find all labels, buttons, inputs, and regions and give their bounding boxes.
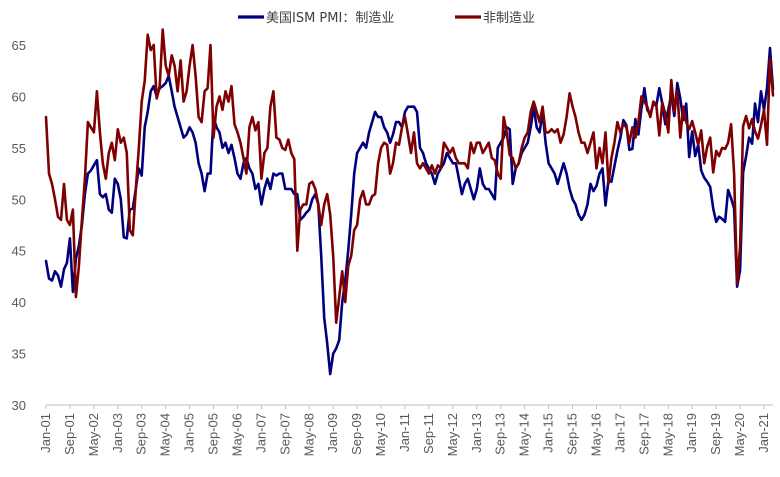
y-tick-label: 45	[12, 244, 26, 259]
x-tick-label: Sep-03	[134, 413, 149, 455]
x-tick-label: May-02	[86, 413, 101, 456]
x-tick-label: Jan-11	[397, 413, 412, 452]
x-tick-label: Jan-03	[110, 413, 125, 453]
x-tick-label: May-06	[229, 413, 244, 456]
series-layer	[44, 28, 775, 376]
x-tick-label: Sep-19	[708, 413, 723, 455]
x-tick-label: Jan-15	[541, 413, 556, 453]
x-axis: Jan-01 Sep-01 May-02 Jan-03 Sep-03 May-04 Jan-…	[38, 404, 773, 456]
y-tick-label: 35	[12, 347, 26, 362]
x-tick-label: Jan-21	[756, 413, 771, 453]
x-tick-label: Sep-01	[62, 413, 77, 455]
x-tick-label: Jan-01	[38, 413, 53, 453]
y-tick-label: 60	[12, 89, 26, 104]
x-tick-label: May-08	[301, 413, 316, 456]
y-tick-label: 30	[12, 398, 26, 413]
x-tick-label: May-14	[517, 413, 532, 456]
x-tick-label: Sep-17	[636, 413, 651, 455]
y-tick-label: 55	[12, 141, 26, 156]
x-tick-label: Sep-07	[277, 413, 292, 455]
x-tick-label: Jan-05	[182, 413, 197, 453]
y-tick-label: 65	[12, 38, 26, 53]
x-tick-label: Jan-07	[253, 413, 268, 453]
x-tick-label: Sep-13	[493, 413, 508, 455]
x-tick-label: May-04	[158, 413, 173, 456]
x-tick-label: May-16	[588, 413, 603, 456]
x-tick-label: Sep-05	[206, 413, 221, 455]
y-tick-label: 40	[12, 295, 26, 310]
x-tick-label: Jan-19	[684, 413, 699, 453]
y-tick-label: 50	[12, 192, 26, 207]
x-tick-label: Jan-09	[325, 413, 340, 453]
x-tick-label: May-10	[373, 413, 388, 456]
x-tick-label: May-20	[732, 413, 747, 456]
legend-label-manufacturing: 美国ISM PMI：制造业	[266, 11, 394, 26]
x-tick-label: May-18	[660, 413, 675, 456]
x-tick-label: Sep-11	[421, 413, 436, 454]
series-line-non-manufacturing	[44, 28, 775, 325]
series-line-manufacturing	[44, 46, 775, 376]
y-axis: 30 35 40 45 50 55 60 65	[12, 38, 26, 413]
legend: 美国ISM PMI：制造业 非制造业	[238, 11, 535, 26]
x-tick-label: Jan-17	[612, 413, 627, 453]
legend-label-non-manufacturing: 非制造业	[483, 11, 535, 26]
x-tick-label: Jan-13	[469, 413, 484, 453]
x-tick-label: Sep-09	[349, 413, 364, 455]
x-tick-label: Sep-15	[565, 413, 580, 455]
x-tick-label: May-12	[445, 413, 460, 456]
